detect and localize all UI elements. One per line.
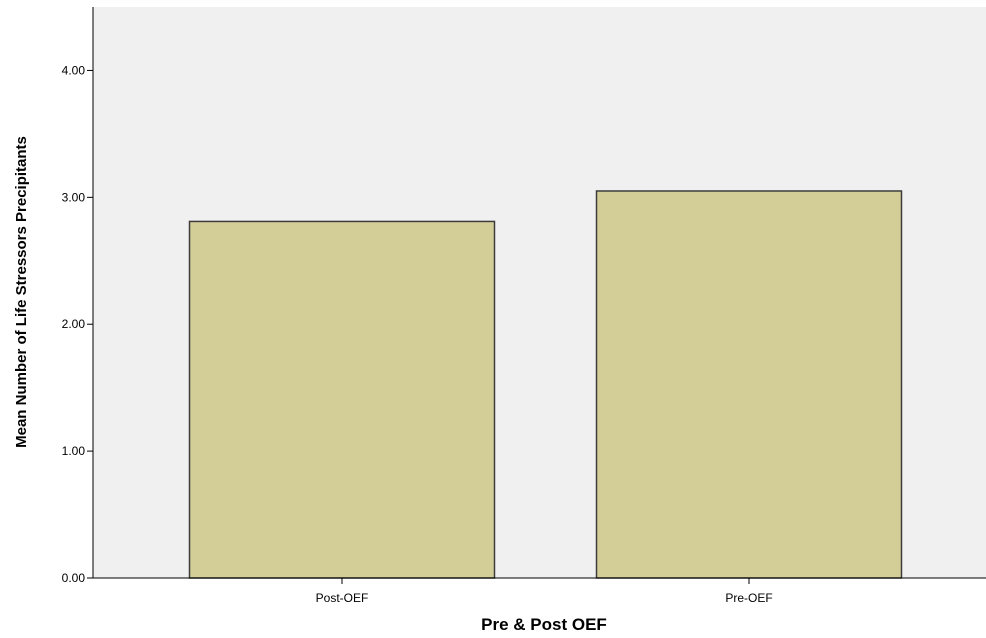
- x-tick-label: Post-OEF: [316, 591, 369, 605]
- y-tick-label: 4.00: [62, 63, 86, 77]
- y-tick-label: 3.00: [62, 190, 86, 204]
- x-axis-title: Pre & Post OEF: [481, 615, 607, 634]
- bars-group: [188, 190, 903, 579]
- y-axis-title: Mean Number of Life Stressors Precipitan…: [13, 136, 30, 448]
- y-tick-label: 0.00: [62, 571, 86, 585]
- bar-pre-oef: [595, 190, 903, 579]
- bar-post-oef: [188, 220, 496, 579]
- y-tick-label: 1.00: [62, 444, 86, 458]
- y-tick-label: 2.00: [62, 317, 86, 331]
- x-axis: Post-OEF Pre-OEF: [93, 577, 986, 605]
- y-axis: 0.00 1.00 2.00 3.00 4.00: [62, 7, 94, 585]
- x-tick-label: Pre-OEF: [725, 591, 772, 605]
